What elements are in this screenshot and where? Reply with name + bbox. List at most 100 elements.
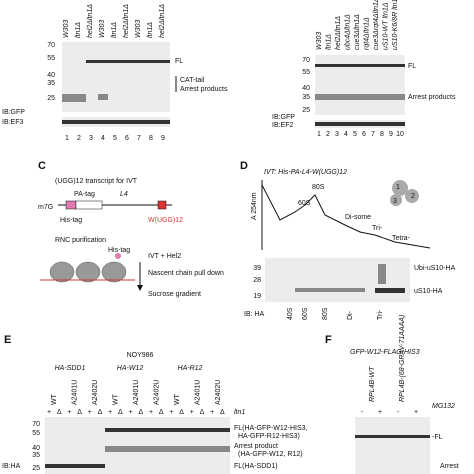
marker: 28 (253, 277, 261, 284)
lane-number: 6 (125, 135, 129, 142)
lane-number: 7 (371, 131, 375, 138)
panel-label: E (4, 334, 11, 346)
label: uS10-HA (414, 288, 443, 295)
label: Δ (200, 409, 205, 416)
marker: 35 (47, 80, 55, 87)
peak-label: Tri- (372, 225, 383, 232)
marker: 39 (253, 265, 261, 272)
label: IB:HA (2, 463, 21, 470)
marker: 40 (47, 72, 55, 79)
band (62, 94, 86, 102)
fl-label: FL (175, 58, 183, 65)
label: Δ (98, 409, 103, 416)
lane-label: uS10-WT ltn1Δ (382, 2, 389, 50)
marker: 70 (302, 57, 310, 64)
texts: W303 ltn1Δ hel2Δltn1Δ W303 ltn1Δ hel2Δltn1Δ W3… (2, 0, 459, 472)
lane-number: 7 (137, 135, 141, 142)
lane-label: uS10-K6/8R ltn1Δ (392, 0, 399, 50)
w-box (157, 200, 167, 210)
label: His-tag (60, 217, 82, 224)
label: HA-SDD1 (55, 365, 86, 372)
lane-number: 5 (113, 135, 117, 142)
label: HA-GFP-R12-HIS3) (238, 433, 300, 440)
lane-label: hel2Δltn1Δ (123, 4, 130, 38)
lane-label: W303 (63, 20, 70, 38)
marker: 25 (47, 95, 55, 102)
lane-number: 10 (396, 131, 404, 138)
label: IB: HA (244, 311, 265, 318)
label: IVT: His-PA-L4-W(UGG)12 (264, 169, 347, 176)
band (105, 428, 230, 432)
label: Arrest product (234, 443, 278, 450)
label: -FL (432, 434, 443, 441)
marker: 70 (47, 42, 55, 49)
label: Δ (77, 409, 82, 416)
panel-label: F (325, 334, 332, 346)
fraction: 40S (287, 307, 294, 320)
label: + (210, 409, 214, 416)
fraction: 60S (302, 307, 309, 320)
lane-number: 4 (344, 131, 348, 138)
band (375, 288, 405, 293)
label: Δ (220, 409, 225, 416)
lane-number: 9 (161, 135, 165, 142)
lane-label: ltn1Δ (111, 22, 118, 38)
label: (HA-GFP-W12, R12) (238, 451, 303, 458)
lane-label: RPL4B-(68-GRAV-71AAAA) (399, 315, 406, 402)
lane-label: hel2Δltn1Δ (335, 16, 342, 50)
label: MG132 (432, 403, 455, 410)
lane-label: A2402U (215, 380, 222, 405)
label: - (361, 409, 364, 416)
label: Δ (159, 409, 164, 416)
label: (UGG)12 transcript for IVT (55, 178, 138, 185)
lane-number: 8 (380, 131, 384, 138)
lane-label: W303 (135, 20, 142, 38)
peak-label: 80S (312, 184, 325, 191)
label: + (190, 409, 194, 416)
label: RNC purification (55, 237, 106, 244)
fraction: Di- (347, 310, 354, 320)
lane-label: hel2Δltn1Δ (159, 4, 166, 38)
label: IB:GFP (2, 109, 25, 116)
lane-label: RPL4B-WT (369, 366, 376, 402)
w-label: W(UGG)12 (148, 217, 183, 224)
label: FL(HA-SDD1) (234, 463, 278, 470)
label: His-tag (108, 247, 130, 254)
label: + (378, 409, 382, 416)
marker: 55 (47, 55, 55, 62)
lane-number: 5 (353, 131, 357, 138)
lane-label: A2401U (71, 380, 78, 405)
lane-label: ltn1Δ (325, 34, 332, 50)
fl-label: FL (408, 63, 416, 70)
peak-label: 60S (298, 200, 311, 207)
lane-label: ltn1Δ (75, 22, 82, 38)
lane-label: A2401U (133, 380, 140, 405)
lane-label: cue3Δltn1Δ (354, 14, 361, 50)
band (98, 94, 108, 100)
label: + (414, 409, 418, 416)
pa-box (75, 200, 103, 210)
blot (355, 417, 430, 474)
label: Ubi-uS10-HA (414, 265, 456, 272)
marker: 70 (32, 421, 40, 428)
profile (261, 184, 431, 249)
band (378, 264, 386, 284)
lane-label: WT (174, 393, 181, 405)
his-box (65, 200, 77, 210)
lane-number: 1 (317, 131, 321, 138)
label: + (47, 409, 51, 416)
band (105, 446, 230, 452)
band (315, 64, 405, 67)
label: 1 (396, 184, 400, 191)
label: Δ (57, 409, 62, 416)
marker: 19 (253, 293, 261, 300)
label: 3 (393, 198, 397, 205)
lane-number: 1 (65, 135, 69, 142)
marker: 25 (32, 465, 40, 472)
label: + (149, 409, 153, 416)
label: L4 (120, 191, 128, 198)
ribosome (392, 180, 408, 196)
band (45, 464, 105, 468)
label: Arrest (440, 463, 459, 470)
